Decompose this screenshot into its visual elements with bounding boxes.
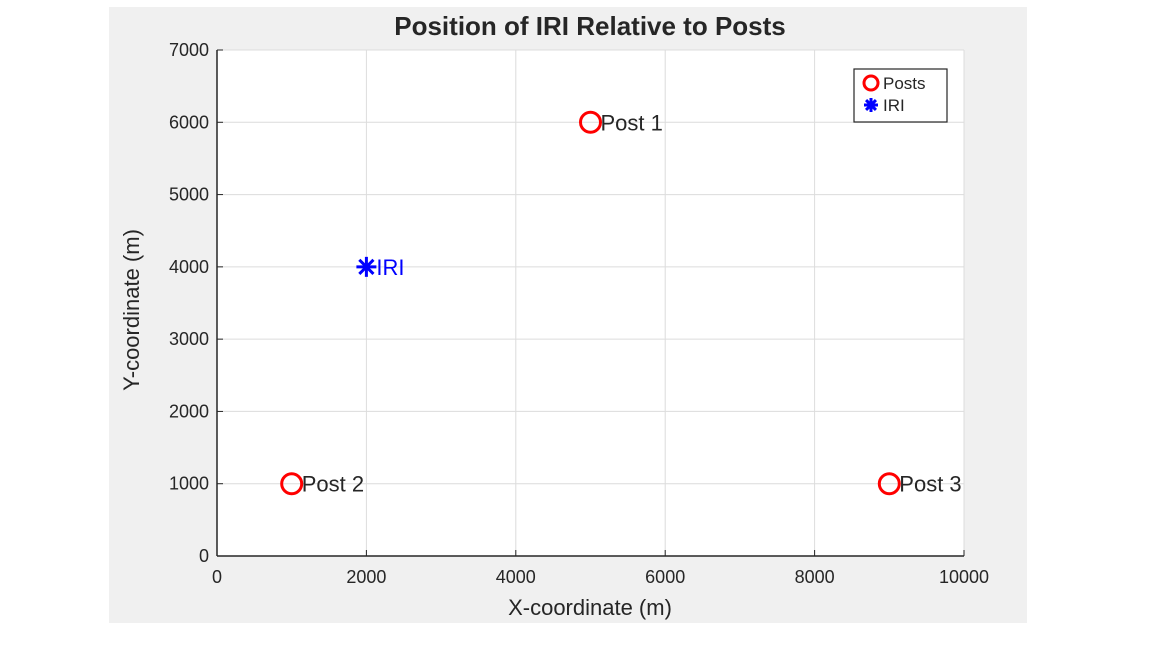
x-tick-label: 0 xyxy=(212,567,222,587)
scatter-chart: Position of IRI Relative to Posts X-coor… xyxy=(119,11,989,620)
axes-background xyxy=(217,50,964,556)
y-tick-label: 0 xyxy=(199,546,209,566)
asterisk-stroke xyxy=(358,258,375,275)
figure-background: Position of IRI Relative to Posts X-coor… xyxy=(109,7,1027,623)
post-marker xyxy=(579,110,602,134)
plot-area: 0 2000 4000 6000 8000 10000 0 1000 2000 3000 4000 5… xyxy=(169,40,989,587)
y-tick-label: 5000 xyxy=(169,185,209,205)
legend-entry-label: IRI xyxy=(883,96,905,115)
legend-circle-icon xyxy=(862,74,880,92)
y-tick-label: 2000 xyxy=(169,401,209,421)
post-marker xyxy=(280,472,304,496)
post-marker xyxy=(877,472,901,496)
iri-marker xyxy=(356,256,377,277)
post-label: Post 1 xyxy=(601,110,663,135)
post-label: Post 2 xyxy=(302,472,364,497)
legend-asterisk-icon xyxy=(864,98,878,112)
legend: Posts IRI xyxy=(853,68,948,123)
y-tick-label: 6000 xyxy=(169,112,209,132)
x-tick-label: 8000 xyxy=(795,567,835,587)
x-axis-label: X-coordinate (m) xyxy=(508,595,672,620)
x-tick-label: 2000 xyxy=(346,567,386,587)
post-label: Post 3 xyxy=(899,472,961,497)
legend-box xyxy=(853,68,948,123)
y-tick-label: 7000 xyxy=(169,40,209,60)
asterisk-stroke xyxy=(864,98,878,112)
y-tick-label: 3000 xyxy=(169,329,209,349)
x-tick-label: 6000 xyxy=(645,567,685,587)
x-tick-label: 10000 xyxy=(939,567,989,587)
x-tick-label: 4000 xyxy=(496,567,536,587)
y-tick-label: 4000 xyxy=(169,257,209,277)
chart-title: Position of IRI Relative to Posts xyxy=(394,11,786,41)
y-tick-label: 1000 xyxy=(169,474,209,494)
y-axis-label: Y-coordinate (m) xyxy=(119,229,144,391)
legend-entry-label: Posts xyxy=(883,74,926,93)
iri-label: IRI xyxy=(376,255,404,280)
